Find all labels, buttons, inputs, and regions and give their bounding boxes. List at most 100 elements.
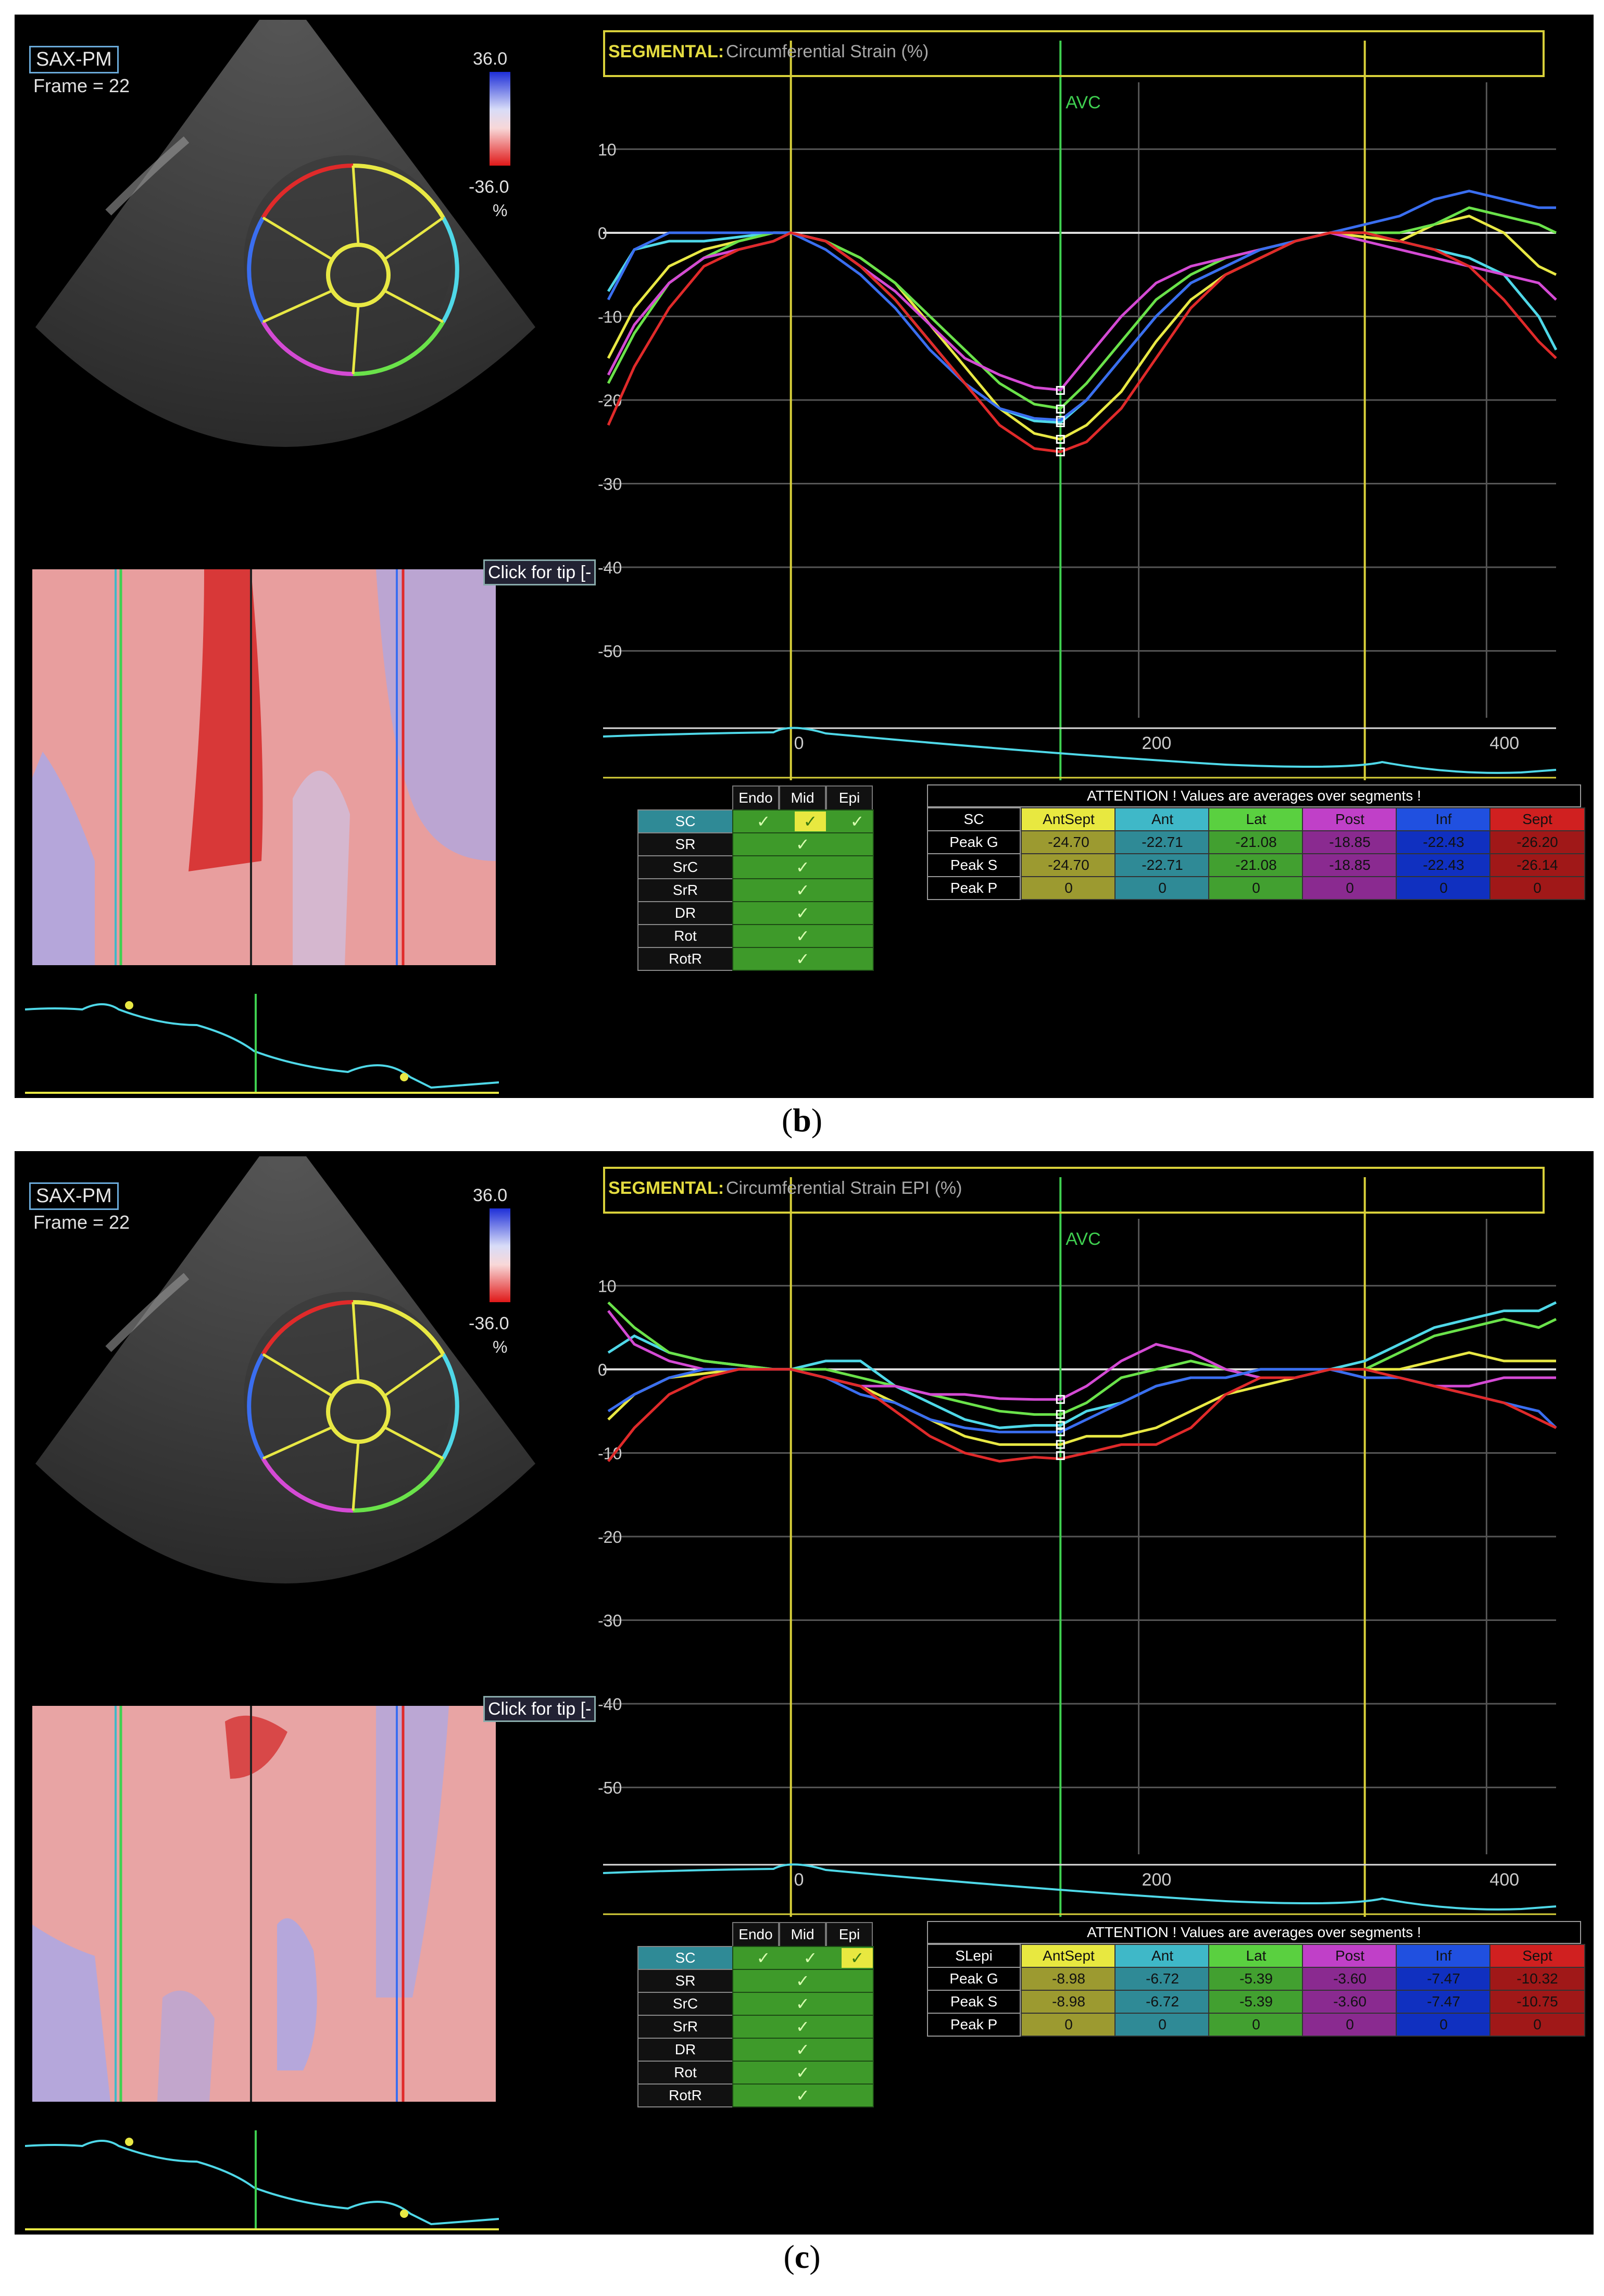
x-tick-label: 0 bbox=[794, 733, 804, 753]
y-tick-label: -40 bbox=[598, 558, 622, 577]
check-icon: ✓ bbox=[796, 2017, 810, 2036]
layer-check-cell[interactable]: ✓ bbox=[732, 2083, 874, 2107]
measure-src[interactable]: SrC bbox=[637, 1992, 733, 2016]
attention-value-cell: 0 bbox=[1489, 2013, 1585, 2037]
click-for-tip-button[interactable]: Click for tip [- bbox=[483, 559, 596, 585]
frame-label: Frame = 22 bbox=[33, 1212, 130, 1233]
layer-header-endo[interactable]: Endo bbox=[732, 785, 779, 810]
color-scale-max: 36.0 bbox=[473, 1186, 508, 1205]
series-line-lat bbox=[607, 1301, 1557, 1416]
layer-check-cell[interactable]: ✓ bbox=[732, 2061, 874, 2085]
echo-image bbox=[35, 1156, 535, 1583]
measure-sr[interactable]: SR bbox=[637, 1969, 733, 1993]
measure-dr[interactable]: DR bbox=[637, 901, 733, 925]
attention-row-label: Peak P bbox=[927, 2013, 1021, 2037]
layer-check-cell[interactable]: ✓ bbox=[732, 878, 874, 902]
strain-panel-b: SAX-PM Frame = 22 36.0 -36.0 % Clic bbox=[15, 15, 1594, 1098]
check-icon: ✓ bbox=[803, 1949, 818, 1967]
attention-value-cell: 0 bbox=[1302, 2013, 1398, 2037]
frame-label: Frame = 22 bbox=[33, 75, 130, 96]
avc-label: AVC bbox=[1066, 93, 1100, 113]
m-mode-strain-map[interactable] bbox=[32, 1706, 496, 2102]
y-tick-label: -10 bbox=[598, 307, 622, 326]
attention-corner-label: SLepi bbox=[927, 1944, 1021, 1968]
segment-header-post: Post bbox=[1302, 1944, 1398, 1968]
click-for-tip-button[interactable]: Click for tip [- bbox=[483, 1696, 596, 1722]
layer-check-cell[interactable]: ✓ bbox=[732, 924, 874, 948]
attention-value-cell: -26.14 bbox=[1489, 853, 1585, 877]
layer-header-epi[interactable]: Epi bbox=[826, 785, 873, 810]
caption-c: (c) bbox=[783, 2238, 821, 2275]
layer-check-cell[interactable]: ✓ bbox=[732, 901, 874, 925]
check-icon: ✓ bbox=[796, 904, 810, 922]
check-icon: ✓ bbox=[795, 812, 826, 831]
m-mode-strain-map[interactable] bbox=[32, 569, 496, 965]
attention-value-cell: -22.71 bbox=[1114, 853, 1210, 877]
attention-value-cell: 0 bbox=[1208, 2013, 1304, 2037]
measure-src[interactable]: SrC bbox=[637, 855, 733, 879]
measure-rotr[interactable]: RotR bbox=[637, 2083, 733, 2107]
layer-check-cell[interactable]: ✓ bbox=[732, 947, 874, 971]
measure-sc[interactable]: SC bbox=[637, 1946, 733, 1970]
y-tick-label: -20 bbox=[598, 1528, 622, 1546]
peak-marker-antsept bbox=[1056, 434, 1065, 444]
layer-check-cell[interactable]: ✓ ✓ ✓ bbox=[732, 1946, 874, 1970]
attention-value-cell: -21.08 bbox=[1208, 853, 1304, 877]
measure-sr[interactable]: SR bbox=[637, 832, 733, 856]
series-line-antsept bbox=[607, 215, 1557, 441]
measure-dr[interactable]: DR bbox=[637, 2038, 733, 2062]
caption-b: (b) bbox=[781, 1102, 823, 1139]
layer-check-cell[interactable]: ✓ bbox=[732, 832, 874, 856]
measure-rot[interactable]: Rot bbox=[637, 924, 733, 948]
segmental-title-value: Circumferential Strain (%) bbox=[726, 42, 929, 61]
y-tick-label: -40 bbox=[598, 1695, 622, 1714]
check-icon: ✓ bbox=[756, 1949, 771, 1967]
series-line-post bbox=[607, 231, 1557, 392]
layer-header-endo[interactable]: Endo bbox=[732, 1922, 779, 1947]
segment-header-lat: Lat bbox=[1208, 1944, 1304, 1968]
layer-check-cell[interactable]: ✓ bbox=[732, 1969, 874, 1993]
attention-value-cell: -10.32 bbox=[1489, 1967, 1585, 1991]
measure-rot[interactable]: Rot bbox=[637, 2061, 733, 2085]
measure-sc[interactable]: SC bbox=[637, 809, 733, 833]
layer-header-epi[interactable]: Epi bbox=[826, 1922, 873, 1947]
layer-check-cell[interactable]: ✓ ✓ ✓ bbox=[732, 809, 874, 833]
attention-value-cell: -7.47 bbox=[1396, 1990, 1492, 2014]
check-icon: ✓ bbox=[796, 835, 810, 854]
attention-value-cell: -5.39 bbox=[1208, 1990, 1304, 2014]
segment-ring[interactable] bbox=[239, 155, 468, 384]
color-scale-min: -36.0 bbox=[469, 177, 509, 197]
layer-header-mid[interactable]: Mid bbox=[779, 1922, 826, 1947]
layer-check-cell[interactable]: ✓ bbox=[732, 2038, 874, 2062]
peak-marker-sept bbox=[1056, 447, 1065, 457]
layer-header-mid[interactable]: Mid bbox=[779, 785, 826, 810]
layer-check-cell[interactable]: ✓ bbox=[732, 1992, 874, 2016]
segmental-title-key: SEGMENTAL: bbox=[608, 42, 724, 61]
series-line-inf bbox=[607, 190, 1556, 422]
attention-value-cell: -7.47 bbox=[1396, 1967, 1492, 1991]
layer-check-cell[interactable]: ✓ bbox=[732, 2015, 874, 2039]
check-icon: ✓ bbox=[850, 812, 864, 831]
attention-value-cell: 0 bbox=[1114, 2013, 1210, 2037]
measure-rotr[interactable]: RotR bbox=[637, 947, 733, 971]
ecg-trace bbox=[603, 727, 1557, 774]
attention-header: ATTENTION ! Values are averages over seg… bbox=[927, 1921, 1581, 1944]
peak-marker-ant bbox=[1056, 1421, 1065, 1430]
attention-value-cell: -24.70 bbox=[1021, 853, 1117, 877]
color-scale-max: 36.0 bbox=[473, 49, 508, 69]
peak-marker-lat bbox=[1056, 404, 1065, 414]
x-tick-label: 400 bbox=[1489, 733, 1519, 753]
check-icon: ✓ bbox=[756, 812, 771, 831]
measure-srr[interactable]: SrR bbox=[637, 878, 733, 902]
segment-ring[interactable] bbox=[239, 1292, 468, 1521]
strain-panel-c: SAX-PM Frame = 22 36.0 -36.0 % bbox=[15, 1151, 1594, 2235]
attention-row-label: Peak G bbox=[927, 830, 1021, 854]
layer-check-cell[interactable]: ✓ bbox=[732, 855, 874, 879]
avc-label: AVC bbox=[1066, 1229, 1100, 1249]
measure-srr[interactable]: SrR bbox=[637, 2015, 733, 2039]
check-icon: ✓ bbox=[796, 950, 810, 968]
segment-header-antsept: AntSept bbox=[1021, 807, 1117, 831]
attention-value-cell: -22.43 bbox=[1396, 853, 1492, 877]
